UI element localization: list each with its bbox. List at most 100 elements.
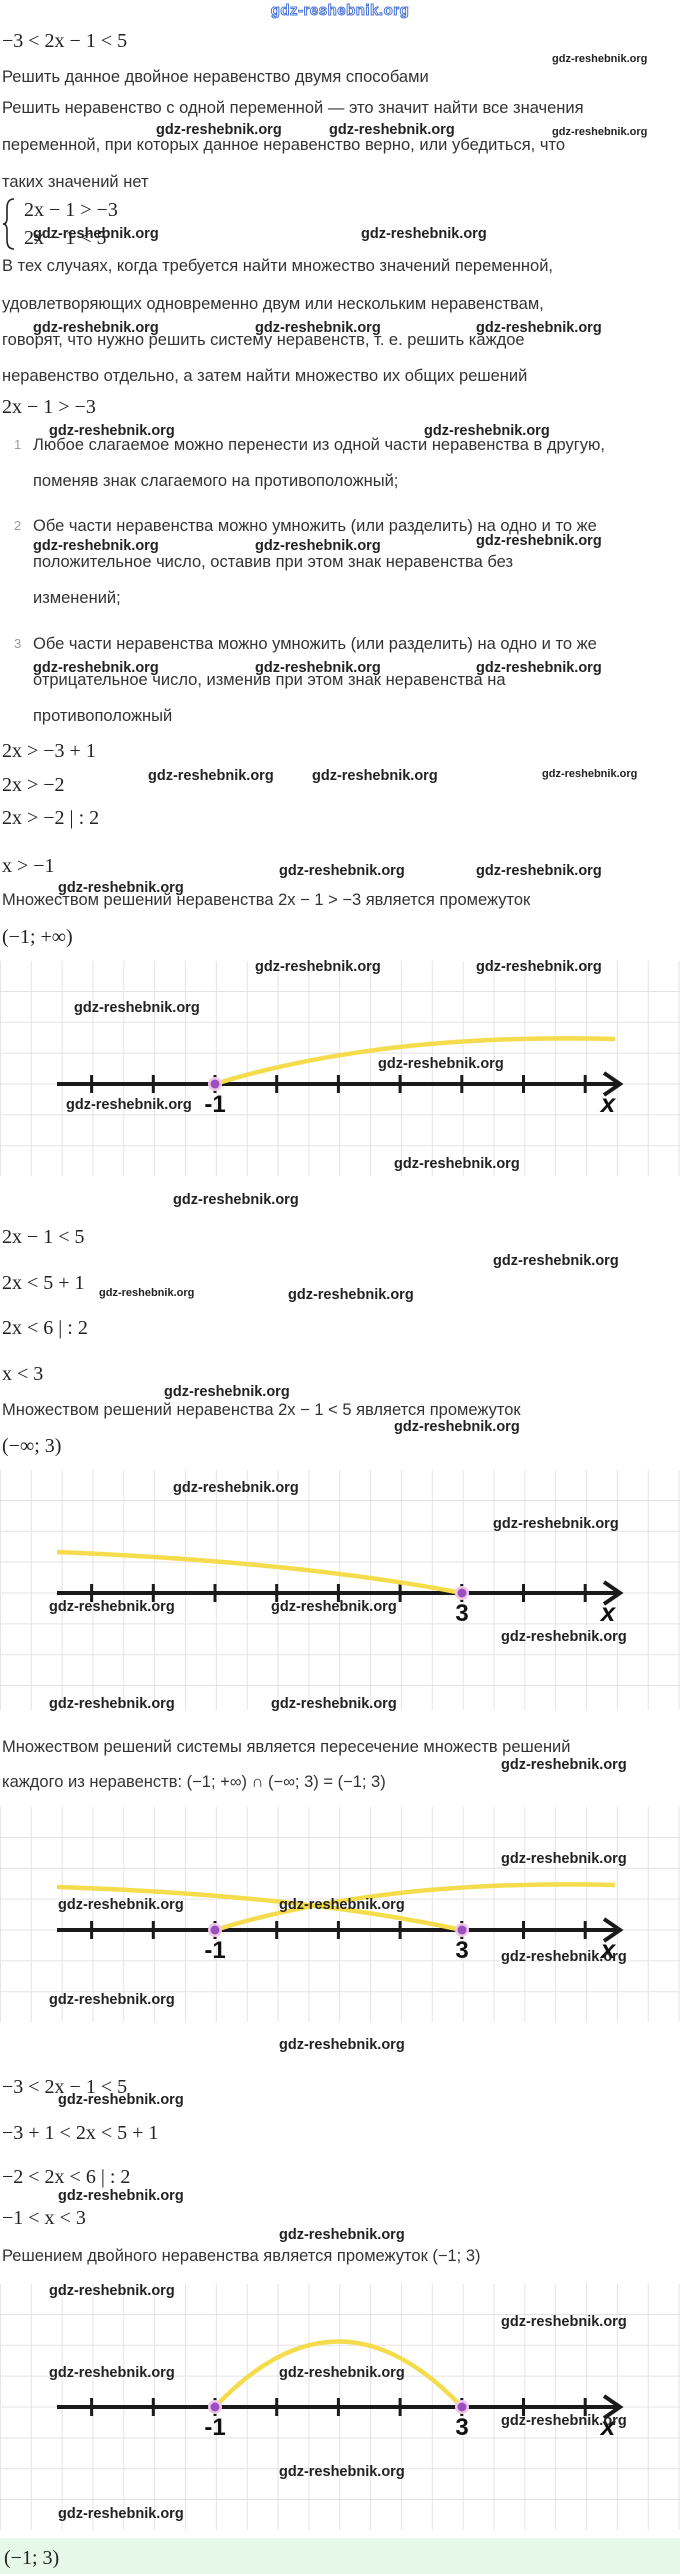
step: 2x > −3 + 1	[2, 740, 96, 762]
answer: (−1; 3)	[4, 2547, 60, 2569]
watermark: gdz-reshebnik.org	[255, 959, 381, 975]
solution-arc	[214, 1882, 616, 1933]
intersection-line: Множеством решений системы является пере…	[2, 1738, 571, 1756]
watermark: gdz-reshebnik.org	[476, 863, 602, 879]
watermark: gdz-reshebnik.org	[394, 1419, 520, 1435]
rule-line: отрицательное число, изменив при этом зн…	[33, 671, 506, 689]
rule-line: Обе части неравенства можно умножить (ил…	[33, 517, 597, 535]
watermark: gdz-reshebnik.org	[493, 1516, 619, 1532]
rule-line: изменений;	[33, 589, 121, 607]
solution-arc	[56, 1884, 463, 1933]
site-header[interactable]: gdz-reshebnik.org	[270, 2, 410, 20]
watermark: gdz-reshebnik.org	[255, 320, 381, 336]
watermark: gdz-reshebnik.org	[49, 2365, 175, 2381]
watermark: gdz-reshebnik.org	[33, 538, 159, 554]
axis-label: x	[599, 2411, 617, 2441]
step: −2 < 2x < 6 | : 2	[2, 2166, 131, 2188]
definition-line: переменной, при которых данное неравенст…	[2, 136, 565, 154]
watermark: gdz-reshebnik.org	[279, 1897, 405, 1913]
watermark: gdz-reshebnik.org	[74, 1000, 200, 1016]
watermark: gdz-reshebnik.org	[271, 1696, 397, 1712]
watermark: gdz-reshebnik.org	[312, 768, 438, 784]
task: Решить данное двойное неравенство двумя …	[2, 68, 429, 86]
watermark: gdz-reshebnik.org	[58, 2188, 184, 2204]
watermark: gdz-reshebnik.org	[58, 1897, 184, 1913]
watermark: gdz-reshebnik.org	[255, 538, 381, 554]
watermark: gdz-reshebnik.org	[424, 423, 550, 439]
watermark: gdz-reshebnik.org	[66, 1097, 192, 1113]
watermark: gdz-reshebnik.org	[255, 660, 381, 676]
answer-box	[0, 2538, 680, 2574]
axis-arrow	[602, 1071, 624, 1097]
step: −3 + 1 < 2x < 5 + 1	[2, 2122, 159, 2144]
solution-arc	[56, 1549, 463, 1596]
watermark: gdz-reshebnik.org	[156, 122, 282, 138]
solution-arc	[213, 2339, 464, 2409]
watermark: gdz-reshebnik.org	[49, 423, 175, 439]
watermark: gdz-reshebnik.org	[279, 863, 405, 879]
number-line: -1 x	[0, 961, 680, 1176]
point	[457, 1925, 467, 1935]
conclusion: Решением двойного неравенства является п…	[2, 2247, 481, 2265]
axis-arrow	[602, 2394, 624, 2420]
watermark: gdz-reshebnik.org	[493, 1253, 619, 1269]
watermark: gdz-reshebnik.org	[279, 2365, 405, 2381]
axis-label: x	[599, 1597, 617, 1627]
watermark: gdz-reshebnik.org	[501, 2413, 627, 2429]
conclusion: Множеством решений неравенства 2x − 1 < …	[2, 1401, 521, 1419]
watermark: gdz-reshebnik.org	[329, 122, 455, 138]
watermark: gdz-reshebnik.org	[49, 1599, 175, 1615]
point-label: -1	[204, 1091, 225, 1118]
watermark: gdz-reshebnik.org	[99, 1287, 195, 1299]
watermark: gdz-reshebnik.org	[33, 226, 159, 242]
step: 2x > −2	[2, 774, 65, 796]
watermark: gdz-reshebnik.org	[476, 959, 602, 975]
rule-line: положительное число, оставив при этом зн…	[33, 553, 514, 571]
point	[210, 2402, 220, 2412]
watermark: gdz-reshebnik.org	[501, 2314, 627, 2330]
point-label: -1	[204, 2414, 225, 2441]
watermark: gdz-reshebnik.org	[58, 2092, 184, 2108]
point	[457, 1588, 467, 1598]
watermark: gdz-reshebnik.org	[148, 768, 274, 784]
step: x < 3	[2, 1363, 44, 1385]
watermark: gdz-reshebnik.org	[476, 320, 602, 336]
problem: −3 < 2x − 1 < 5	[2, 30, 128, 52]
watermark: gdz-reshebnik.org	[33, 320, 159, 336]
axis-label: x	[599, 1934, 617, 1964]
explanation-line: говорят, что нужно решить систему нераве…	[2, 331, 525, 349]
watermark: gdz-reshebnik.org	[394, 1156, 520, 1172]
rule-number: 3	[14, 636, 22, 651]
conclusion: Множеством решений неравенства 2x − 1 > …	[2, 891, 531, 909]
watermark: gdz-reshebnik.org	[49, 1992, 175, 2008]
watermark: gdz-reshebnik.org	[33, 660, 159, 676]
axis-label: x	[599, 1088, 617, 1118]
rule-line: поменяв знак слагаемого на противоположн…	[33, 472, 399, 490]
rule-number: 2	[14, 518, 22, 533]
watermark: gdz-reshebnik.org	[58, 880, 184, 896]
rule-number: 1	[14, 437, 22, 452]
inequality: 2x − 1 > −3	[2, 396, 96, 418]
step: −3 < 2x − 1 < 5	[2, 2076, 128, 2098]
step: 2x < 6 | : 2	[2, 1317, 88, 1339]
intersection-line: каждого из неравенств: (−1; +∞) ∩ (−∞; 3…	[2, 1773, 386, 1791]
watermark: gdz-reshebnik.org	[288, 1287, 414, 1303]
point-label: 3	[455, 1937, 468, 1964]
watermark: gdz-reshebnik.org	[476, 660, 602, 676]
watermark: gdz-reshebnik.org	[501, 1949, 627, 1965]
watermark: gdz-reshebnik.org	[552, 126, 648, 138]
step: x > −1	[2, 855, 55, 877]
system-line: 2x − 1 > −3	[24, 199, 118, 221]
point-label: 3	[455, 2414, 468, 2441]
watermark: gdz-reshebnik.org	[49, 2283, 175, 2299]
point	[210, 1079, 220, 1089]
watermark: gdz-reshebnik.org	[173, 1480, 299, 1496]
rule-line: Любое слагаемое можно перенести из одной…	[33, 436, 605, 454]
watermark: gdz-reshebnik.org	[542, 768, 638, 780]
interval: (−1; +∞)	[2, 926, 73, 948]
watermark: gdz-reshebnik.org	[279, 2464, 405, 2480]
watermark: gdz-reshebnik.org	[476, 533, 602, 549]
watermark: gdz-reshebnik.org	[271, 1599, 397, 1615]
watermark: gdz-reshebnik.org	[173, 1192, 299, 1208]
watermark: gdz-reshebnik.org	[378, 1056, 504, 1072]
